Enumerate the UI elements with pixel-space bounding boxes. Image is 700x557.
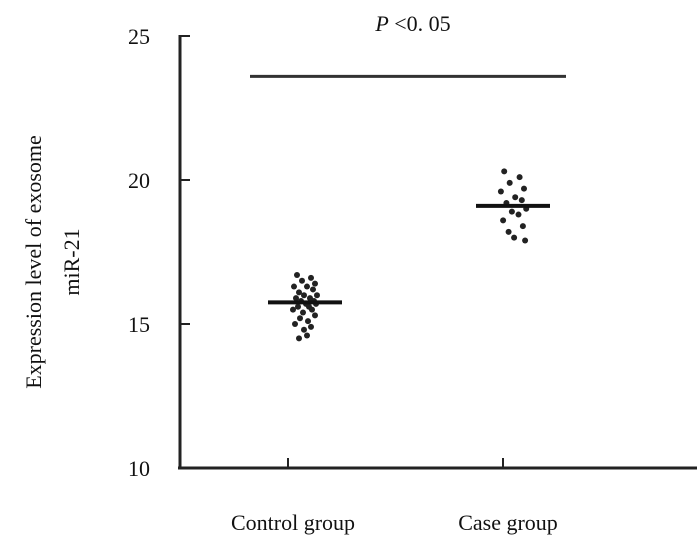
- y-axis-label-line-1: Expression level of exosome: [21, 135, 46, 389]
- mean-lines: [268, 203, 550, 305]
- y-tick-label: 10: [128, 456, 150, 481]
- data-point: [301, 292, 307, 299]
- data-point: [309, 306, 315, 313]
- y-tick-label: 20: [128, 168, 150, 193]
- data-point: [516, 174, 523, 181]
- x-tick-label: Control group: [231, 510, 355, 535]
- data-point: [505, 228, 512, 235]
- significance-value: <0. 05: [394, 11, 450, 36]
- data-point: [310, 286, 316, 293]
- data-point: [305, 318, 311, 325]
- data-point: [291, 283, 297, 290]
- data-point: [292, 321, 298, 327]
- data-point: [314, 292, 320, 299]
- data-point: [511, 234, 518, 241]
- data-point: [312, 312, 318, 319]
- data-point: [521, 185, 527, 192]
- data-point: [296, 335, 302, 342]
- significance: P <0. 05: [250, 11, 566, 78]
- data-point: [518, 197, 525, 204]
- data-point: [294, 272, 300, 279]
- data-point: [299, 277, 305, 284]
- y-axis-label: Expression level of exosome miR-21: [21, 135, 84, 389]
- data-points: [290, 168, 530, 342]
- y-tick-label: 15: [128, 312, 150, 337]
- x-tick-label: Case group: [458, 510, 558, 535]
- data-point: [515, 211, 522, 218]
- data-point: [301, 326, 307, 333]
- data-point: [290, 306, 296, 313]
- data-point: [304, 283, 310, 290]
- significance-p: P: [374, 11, 388, 36]
- data-point: [308, 323, 314, 330]
- data-point: [500, 217, 507, 224]
- x-ticks: Control group Case group: [231, 458, 558, 535]
- data-point: [304, 332, 310, 339]
- data-point: [296, 289, 302, 296]
- y-axis-label-line-2: miR-21: [59, 228, 84, 295]
- data-point: [512, 194, 519, 201]
- data-point: [501, 168, 508, 175]
- data-point: [497, 188, 504, 195]
- data-point: [308, 274, 314, 281]
- data-point: [300, 309, 306, 316]
- data-point: [295, 303, 301, 310]
- data-point: [506, 179, 513, 186]
- data-point: [312, 280, 318, 287]
- significance-label: P <0. 05: [374, 11, 450, 36]
- data-point: [297, 315, 303, 322]
- axes: [178, 35, 697, 470]
- y-tick-label: 25: [128, 24, 150, 49]
- data-point: [519, 223, 526, 230]
- data-point: [522, 237, 529, 244]
- y-ticks: 10 15 20 25: [128, 24, 190, 481]
- data-point: [508, 208, 515, 215]
- data-point: [293, 295, 299, 302]
